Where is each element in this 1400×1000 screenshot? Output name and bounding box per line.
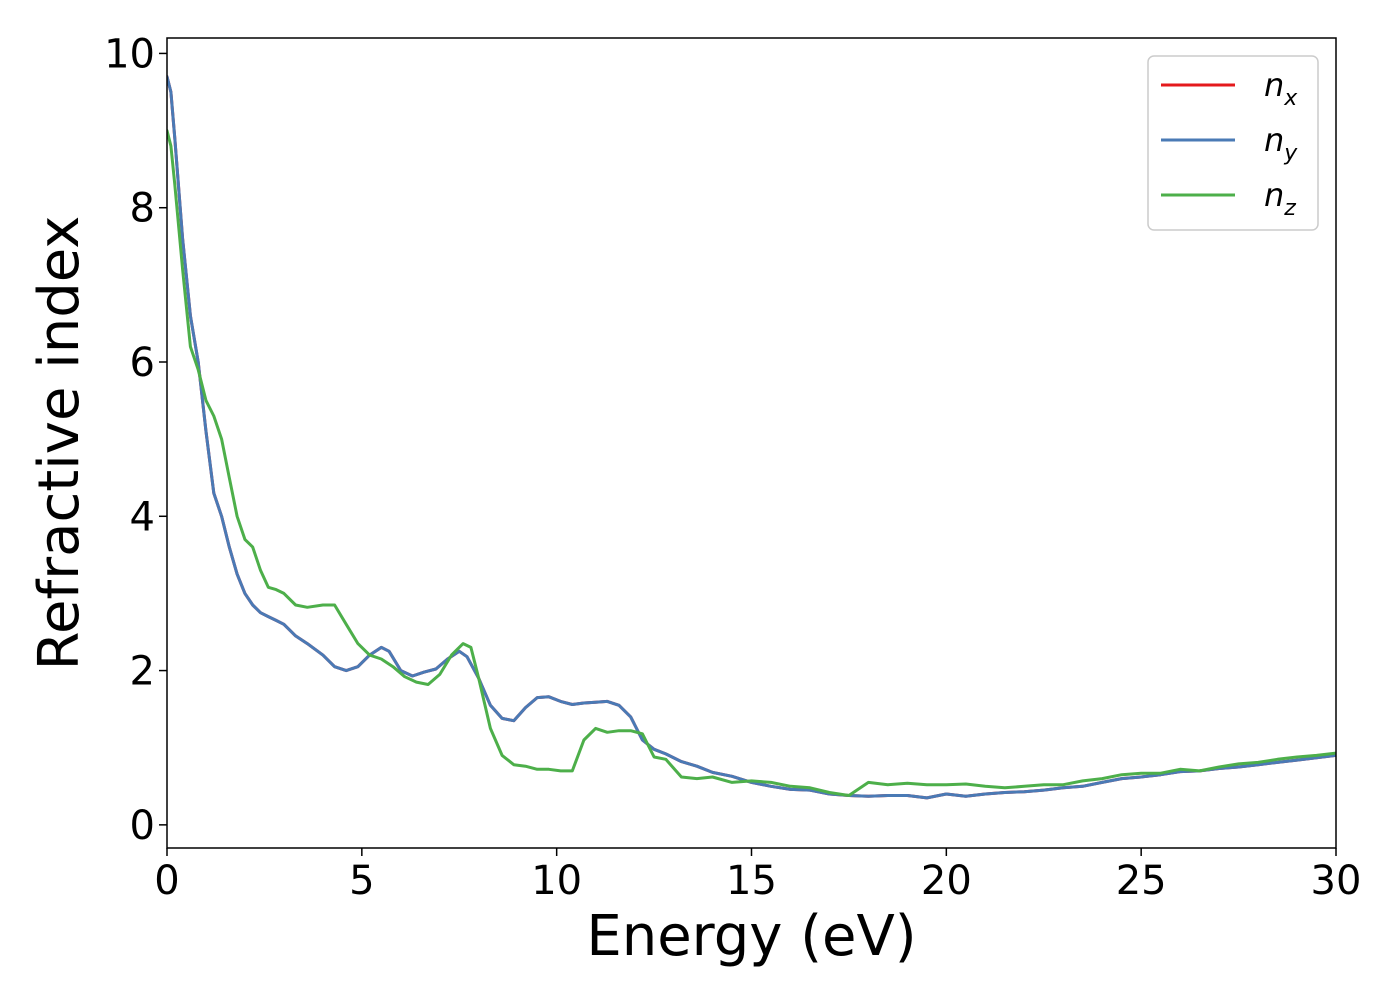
y-axis-ticks: 0 2 4 6 8 10 xyxy=(104,31,167,849)
series-line-n-z xyxy=(167,129,1336,797)
y-tick-label: 6 xyxy=(130,340,155,386)
legend-label-n-y: ny xyxy=(1264,121,1298,166)
x-tick-label: 10 xyxy=(531,858,582,904)
legend-label-n-z: nz xyxy=(1264,176,1296,221)
x-tick-label: 30 xyxy=(1311,858,1362,904)
y-tick-label: 2 xyxy=(130,649,155,695)
x-tick-label: 20 xyxy=(921,858,972,904)
legend: nx ny nz xyxy=(1147,55,1319,231)
y-tick-label: 4 xyxy=(130,494,155,540)
y-tick-label: 8 xyxy=(130,186,155,232)
x-tick-label: 5 xyxy=(349,858,374,904)
x-tick-label: 25 xyxy=(1116,858,1167,904)
legend-box xyxy=(1147,55,1319,231)
x-axis-ticks: 0 5 10 15 20 25 30 xyxy=(154,848,1361,904)
x-tick-label: 15 xyxy=(726,858,777,904)
x-axis-label: Energy (eV) xyxy=(586,904,916,969)
series-line-n-y xyxy=(167,75,1336,800)
y-tick-label: 10 xyxy=(104,31,155,77)
y-tick-label: 0 xyxy=(130,803,155,849)
x-tick-label: 0 xyxy=(154,858,179,904)
legend-label-n-x: nx xyxy=(1264,66,1298,111)
y-axis-label: Refractive index xyxy=(27,216,92,671)
